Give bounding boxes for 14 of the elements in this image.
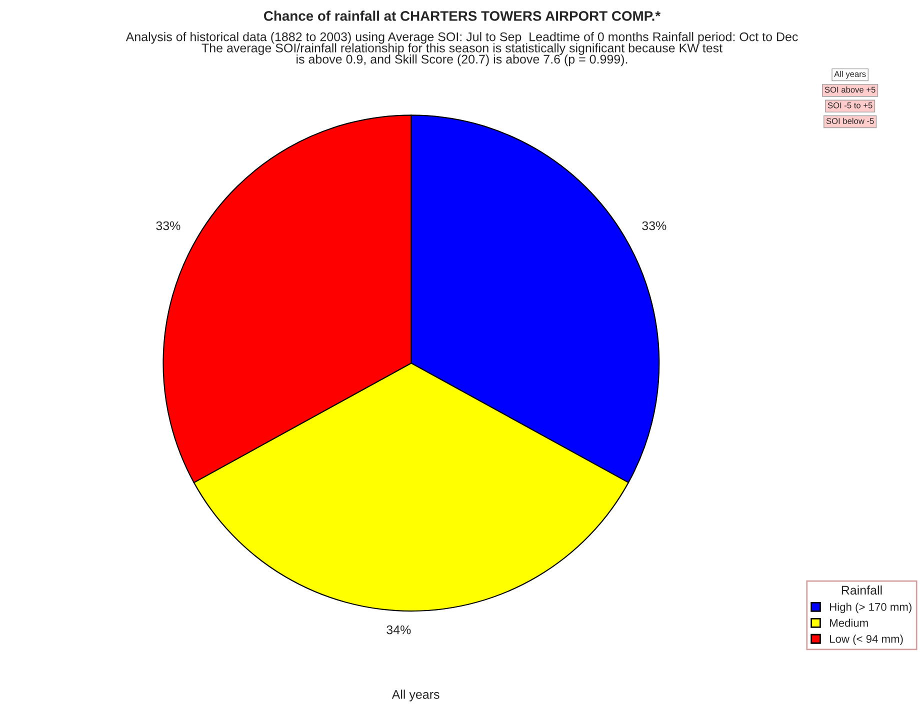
legend-label: Medium <box>830 618 868 627</box>
data-label: 33% <box>642 221 666 230</box>
chart-title: Chance of rainfall at CHARTERS TOWERS AIRPORT COMP.* <box>264 10 661 21</box>
text: All years <box>392 690 440 702</box>
chart-subtitle: Analysis of historical data (1882 to 2003) using Average SOI: Jul to Sep Leadtime of 0 months Rainfall period: Oct to Dec The average SOI/rainfall relationship for this season is statistically significant because KW test is above 0.9, and Skill Score (20.7) is above 7.6 (p = 0.999). <box>126 32 798 66</box>
legend-title: Rainfall <box>842 585 882 595</box>
text: SOI above +5 <box>824 86 876 93</box>
data-label: 33% <box>156 221 180 230</box>
data-label: 34% <box>386 625 411 634</box>
legend-label: Low (< 94 mm) <box>830 634 903 646</box>
legend-label: High (> 170 mm) <box>830 602 912 614</box>
text: All years <box>834 70 866 79</box>
text: SOI below -5 <box>826 118 874 124</box>
text: SOI -5 to +5 <box>828 102 872 108</box>
